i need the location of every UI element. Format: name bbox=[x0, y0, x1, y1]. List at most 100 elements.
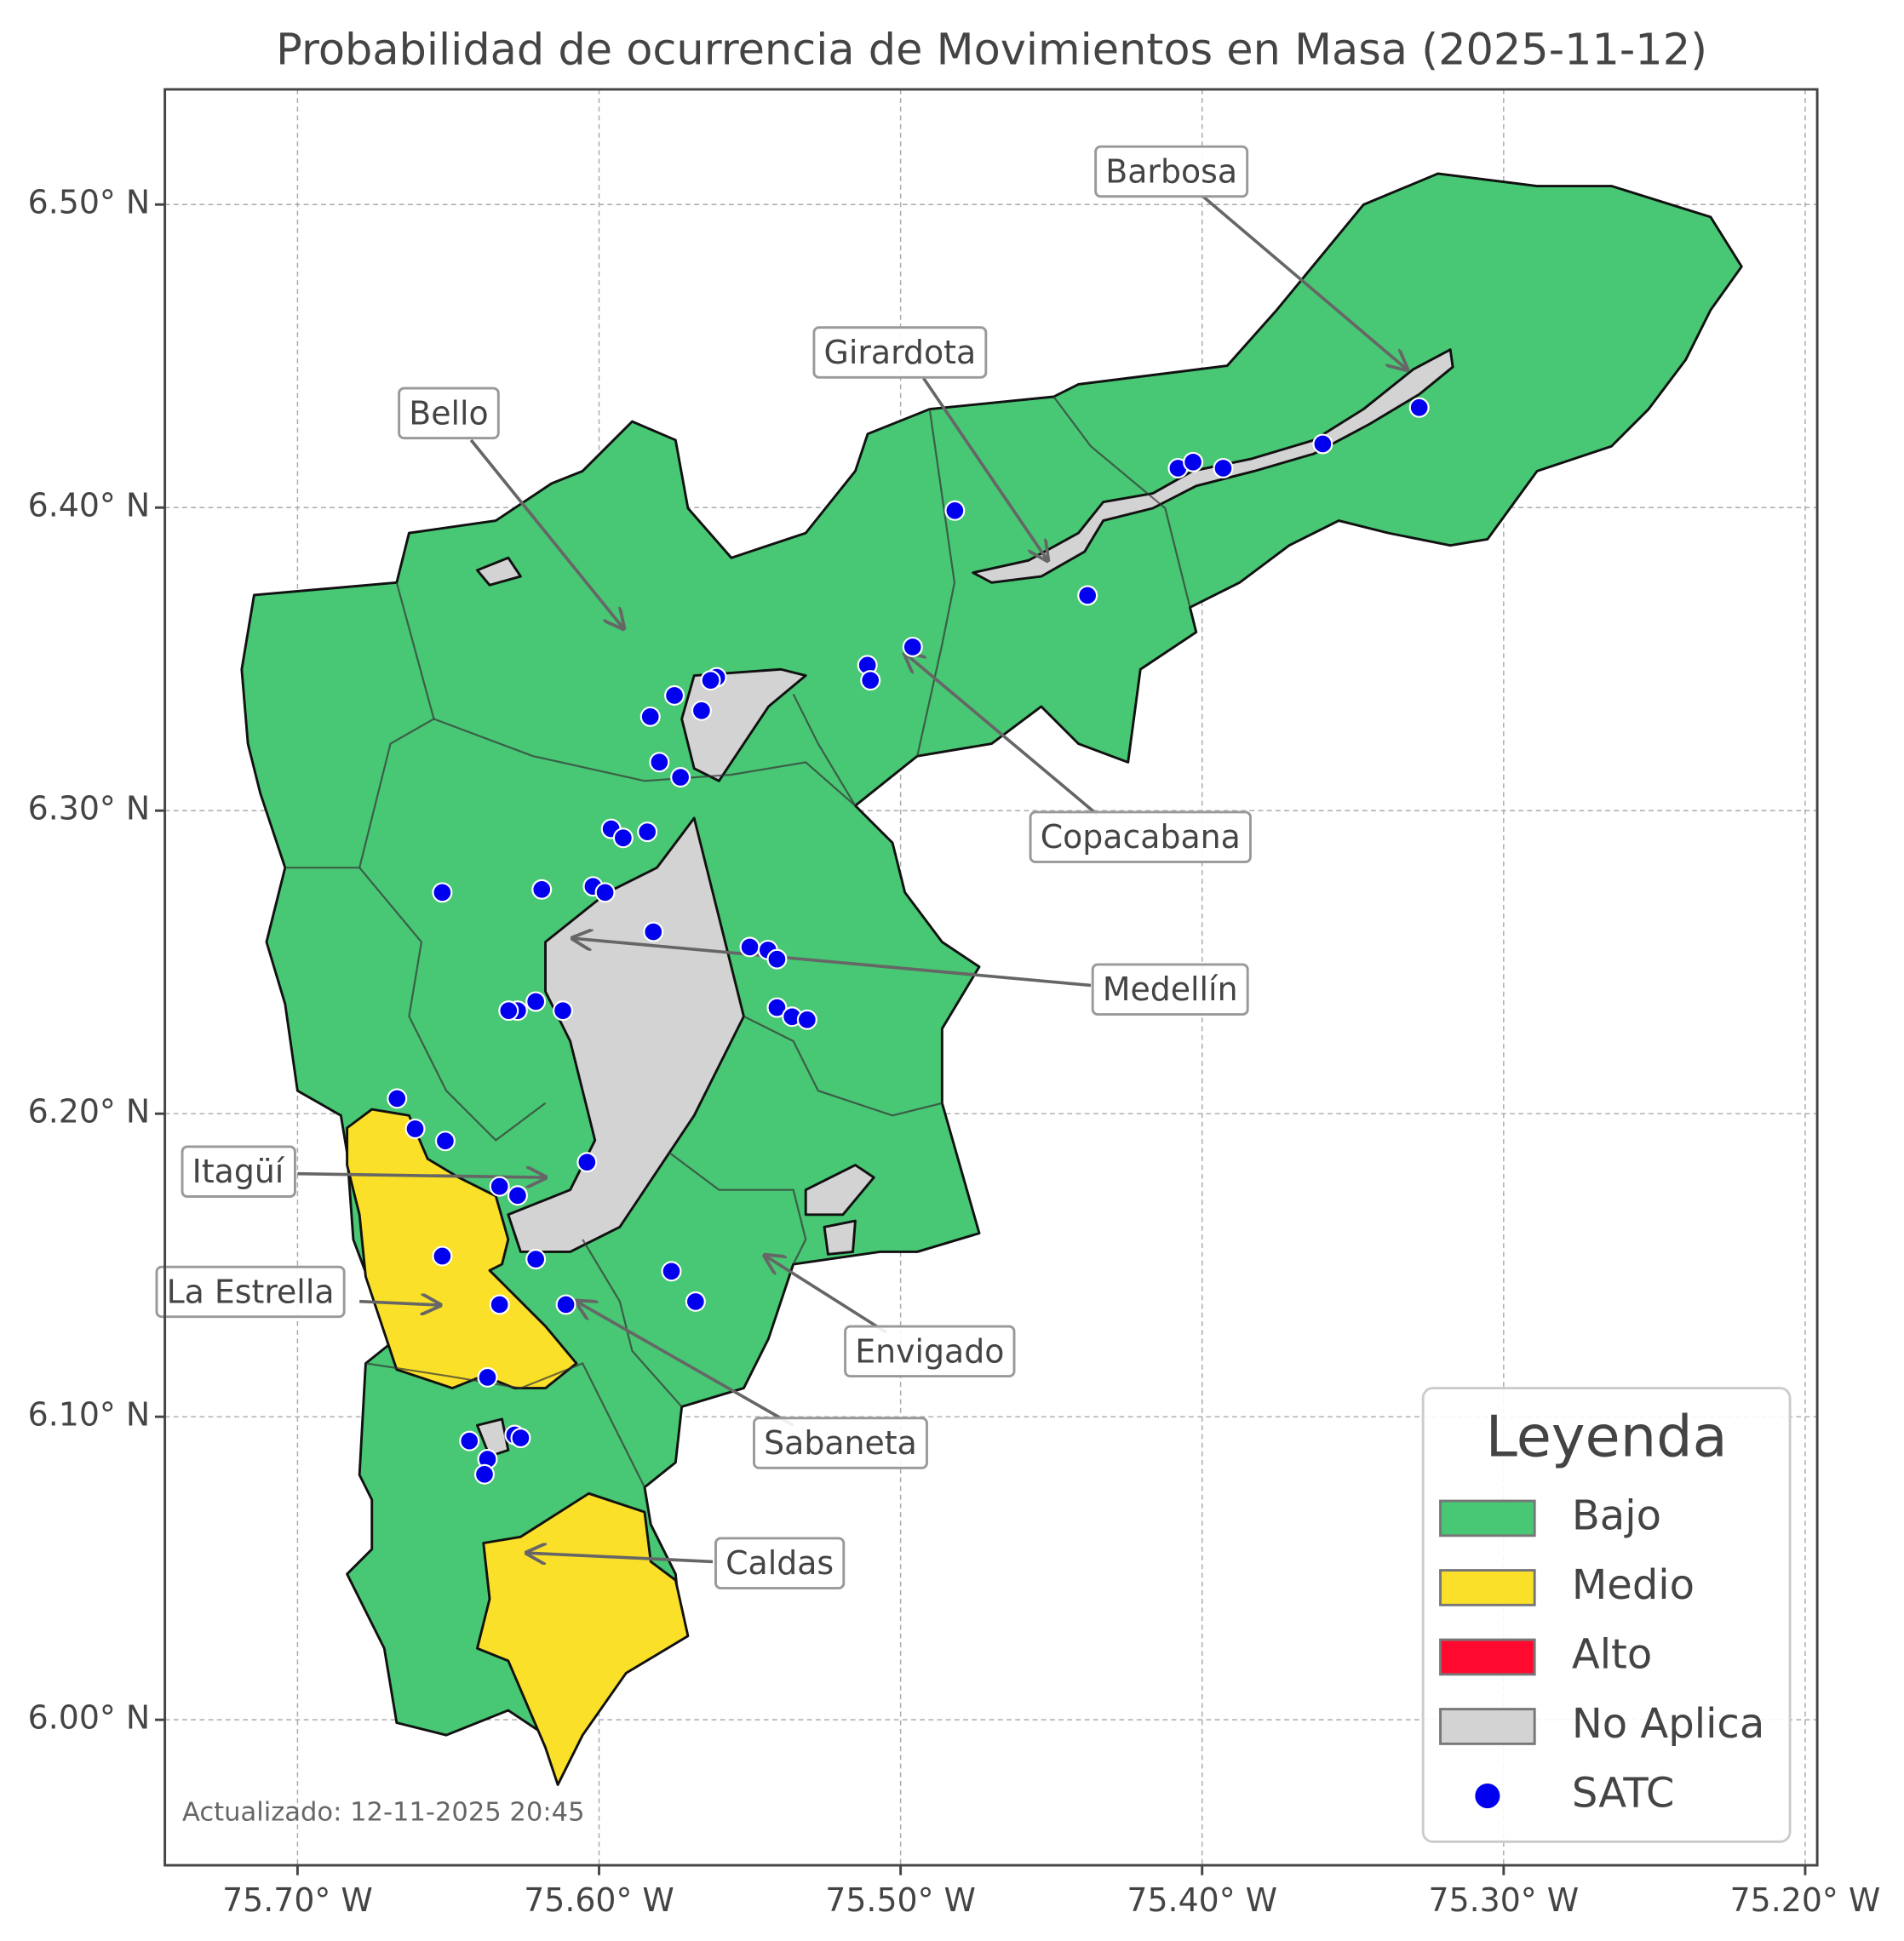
satc-point bbox=[664, 684, 685, 706]
region-medio bbox=[346, 1108, 578, 1390]
satc-point bbox=[473, 1463, 495, 1485]
satc-point bbox=[643, 921, 664, 942]
satc-point bbox=[685, 1291, 706, 1312]
y-tick-label: 6.30° N bbox=[28, 790, 150, 827]
boundary bbox=[284, 582, 435, 869]
legend-label: Alto bbox=[1572, 1630, 1652, 1678]
boundary bbox=[916, 409, 956, 757]
satc-points bbox=[387, 397, 1430, 1485]
annotation-box bbox=[398, 386, 500, 440]
boundary bbox=[1052, 396, 1191, 608]
satc-point bbox=[612, 827, 634, 849]
annotation-arrow bbox=[922, 377, 1048, 560]
satc-point bbox=[477, 1366, 498, 1388]
satc-point bbox=[860, 670, 881, 691]
satc-point bbox=[510, 1428, 531, 1449]
annotation-arrow bbox=[359, 1302, 440, 1305]
satc-point bbox=[553, 1000, 574, 1022]
region-no-aplica bbox=[476, 556, 522, 587]
satc-point bbox=[670, 767, 691, 788]
annotation-arrow bbox=[576, 1302, 794, 1427]
x-tick-label: 75.40° W bbox=[1127, 1881, 1277, 1919]
annotation-label: Barbosa bbox=[1105, 152, 1237, 190]
satc-point bbox=[766, 997, 788, 1018]
y-tick-label: 6.40° N bbox=[28, 487, 150, 524]
annotation-label: Copacabana bbox=[1041, 818, 1241, 856]
boundary bbox=[358, 867, 547, 1142]
legend-label: Bajo bbox=[1572, 1492, 1661, 1539]
satc-point bbox=[459, 1430, 480, 1451]
regions bbox=[240, 172, 1743, 1786]
satc-point bbox=[432, 1245, 453, 1267]
annotation-box bbox=[812, 326, 988, 379]
annotation-box bbox=[714, 1537, 846, 1589]
annotation-arrow bbox=[765, 1256, 887, 1334]
legend-label: No Aplica bbox=[1572, 1700, 1764, 1748]
update-note: Actualizado: 12-11-2025 20:45 bbox=[182, 1797, 585, 1827]
y-tick-label: 6.10° N bbox=[28, 1396, 150, 1434]
satc-point bbox=[944, 500, 966, 521]
y-tick-label: 6.50° N bbox=[28, 184, 150, 221]
region-no-aplica bbox=[972, 348, 1454, 584]
map-frame bbox=[163, 88, 1819, 1867]
satc-point bbox=[498, 1000, 519, 1022]
boundary bbox=[365, 1362, 645, 1488]
satc-point bbox=[434, 1131, 456, 1152]
x-tick-label: 75.30° W bbox=[1429, 1881, 1580, 1919]
region-no-aplica bbox=[476, 1417, 510, 1458]
annotation-label: Itagüí bbox=[192, 1153, 285, 1190]
satc-point bbox=[555, 1294, 576, 1315]
annotation-box bbox=[155, 1265, 346, 1319]
boundary bbox=[792, 693, 857, 806]
annotation-label: Bello bbox=[409, 394, 488, 432]
x-tick-label: 75.60° W bbox=[524, 1881, 674, 1919]
satc-point bbox=[387, 1088, 408, 1109]
satc-point bbox=[432, 882, 453, 903]
annotation-label: Girardota bbox=[824, 334, 977, 371]
annotation-arrow bbox=[527, 1553, 714, 1561]
map-title: Probabilidad de ocurrencia de Movimiento… bbox=[276, 25, 1707, 75]
annotation-box bbox=[1094, 145, 1249, 198]
annotation-label: Sabaneta bbox=[764, 1424, 917, 1462]
legend-title: Leyenda bbox=[1486, 1403, 1728, 1469]
annotation-arrow bbox=[469, 438, 623, 628]
satc-point bbox=[489, 1294, 510, 1315]
satc-point bbox=[1312, 433, 1333, 455]
annotation-box bbox=[181, 1145, 296, 1198]
y-tick-label: 6.20° N bbox=[28, 1093, 150, 1131]
annotation-box bbox=[1029, 810, 1252, 863]
satc-point bbox=[649, 752, 670, 773]
x-tick-label: 75.50° W bbox=[825, 1881, 976, 1919]
annotation-box bbox=[753, 1417, 928, 1469]
satc-point bbox=[691, 700, 712, 721]
annotation-label: Caldas bbox=[725, 1544, 834, 1582]
satc-point bbox=[661, 1261, 682, 1282]
satc-point bbox=[1213, 457, 1234, 478]
region-bajo bbox=[240, 172, 1743, 1761]
satc-point bbox=[766, 948, 788, 970]
legend-label: SATC bbox=[1572, 1770, 1675, 1818]
region-no-aplica bbox=[823, 1219, 857, 1256]
legend-marker bbox=[1475, 1783, 1500, 1809]
y-tick-label: 6.00° N bbox=[28, 1699, 150, 1737]
annotation-box bbox=[1091, 963, 1249, 1016]
satc-point bbox=[1408, 397, 1430, 418]
annotation-arrow bbox=[905, 653, 1098, 816]
annotation-arrow bbox=[1201, 194, 1407, 369]
boundary bbox=[743, 1015, 943, 1117]
annotation-label: Envigado bbox=[855, 1332, 1004, 1370]
satc-point bbox=[525, 1249, 547, 1270]
legend-swatch bbox=[1439, 1708, 1536, 1745]
region-no-aplica bbox=[804, 1164, 875, 1217]
annotation-label: La Estrella bbox=[167, 1273, 335, 1310]
satc-point bbox=[489, 1176, 510, 1197]
satc-point bbox=[594, 882, 616, 903]
satc-point bbox=[637, 822, 658, 843]
satc-point bbox=[1077, 585, 1098, 606]
region-medio bbox=[476, 1492, 690, 1786]
region-no-aplica bbox=[680, 667, 807, 782]
annotation-box bbox=[844, 1325, 1016, 1378]
satc-point bbox=[902, 636, 923, 657]
satc-point bbox=[700, 670, 721, 691]
